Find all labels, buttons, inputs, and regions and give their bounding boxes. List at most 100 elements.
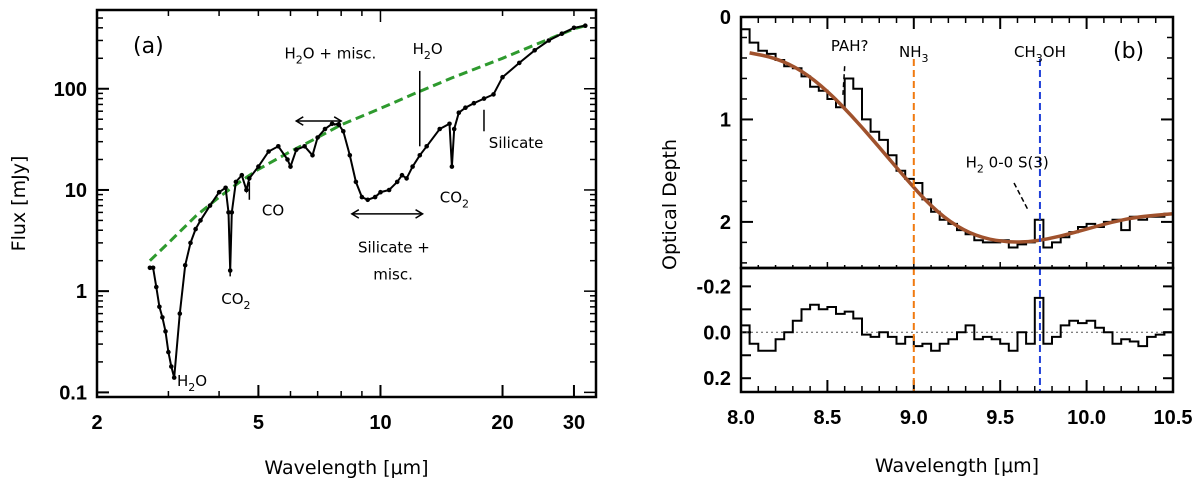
- panel-a-spectrum-point: [285, 157, 290, 162]
- panel-a-continuum-line: [148, 24, 586, 262]
- panel-a-axes-frame: [95, 8, 598, 399]
- panel-b-plot-area: 8.0 8.5 9.0 9.5 10.0 10.5 0 1 2 -0.2 0.0 0.2 NH3 CH3O…: [697, 7, 1193, 429]
- panel-a-annotation: misc.: [373, 266, 413, 284]
- panel-b-annotation-pointer: [1013, 182, 1029, 210]
- panel-a-arrowhead: [333, 116, 343, 126]
- panel-a-spectrum-point: [481, 96, 487, 101]
- panel-b-x-axis-title: Wavelength [μm]: [875, 455, 1039, 477]
- panel-a-spectrum-point: [256, 164, 261, 169]
- panel-a-spectrum-point: [188, 240, 193, 246]
- panel-a-spectrum-point: [216, 189, 222, 195]
- panel-b-bottom-y-tick-label: 0.0: [703, 322, 731, 344]
- panel-a-y-tick-label: 0.1: [59, 382, 87, 404]
- panel-a-spectrum-point: [207, 203, 213, 208]
- panel-a-spectrum-point: [517, 60, 522, 66]
- panel-a-x-tick-label: 20: [491, 412, 513, 434]
- panel-a-annotation: Silicate +: [358, 239, 430, 257]
- panel-a-arrowhead: [415, 209, 425, 219]
- panel-b-label: (b): [1113, 39, 1144, 64]
- panel-a-spectrum-point: [198, 218, 203, 223]
- panel-a-x-tick-label: 30: [563, 412, 585, 434]
- panel-a-label: (a): [133, 34, 164, 59]
- panel-a-annotation: Silicate: [489, 134, 544, 152]
- panel-a-chart: Flux [mJy] Wavelength [μm] (a) 2 5 10 20 30 0…: [8, 8, 598, 479]
- panel-a-spectrum-point: [233, 179, 239, 185]
- panel-a-spectrum-point: [424, 144, 430, 149]
- panel-a-spectrum-point: [154, 284, 159, 290]
- panel-a-x-tick-label: 5: [253, 412, 264, 434]
- panel-a-plot-area: 2 5 10 20 30 0.1 1 10 100 H2O CO2 CO H2O + misc. H2O C…: [54, 10, 596, 434]
- panel-a-spectrum-point: [404, 176, 409, 181]
- panel-b-bottom-y-tick-label: 0.2: [703, 368, 731, 390]
- panel-a-spectrum-point: [315, 135, 320, 140]
- panel-a-spectrum-point: [437, 126, 443, 132]
- panel-b-x-tick-label: 9.5: [986, 407, 1014, 429]
- panel-a-spectrum-point: [227, 268, 233, 273]
- panel-b-top-y-tick-label: 1: [720, 109, 731, 131]
- panel-b-chart: Optical Depth Wavelength [μm] (b) 8.0 8.5…: [659, 7, 1192, 477]
- panel-a-spectrum-point: [160, 315, 165, 320]
- panel-a-spectrum-point: [147, 265, 153, 271]
- panel-a-annotation: CO2: [440, 189, 469, 211]
- panel-a-spectrum-point: [347, 153, 353, 158]
- panel-a-y-tick-label: 1: [76, 281, 87, 303]
- panel-a-y-tick-label: 10: [65, 180, 87, 202]
- panel-a-spectrum-point: [276, 144, 281, 149]
- panel-a-spectrum-point: [451, 126, 457, 132]
- panel-a-spectrum-point: [410, 164, 415, 169]
- panel-b-bottom-y-tick-label: -0.2: [697, 276, 731, 298]
- panel-b-x-tick-label: 10.0: [1067, 407, 1106, 429]
- panel-a-spectrum-point: [500, 74, 505, 80]
- panel-a-spectrum-point: [310, 153, 315, 158]
- panel-a-spectrum-point: [223, 185, 228, 191]
- panel-a-spectrum-point: [329, 121, 335, 127]
- panel-a-spectrum-point: [532, 48, 537, 53]
- panel-a-spectrum-point: [559, 31, 565, 36]
- panel-a-spectrum-point: [583, 23, 588, 29]
- panel-a-spectrum-point: [546, 38, 552, 43]
- panel-a-spectrum-point: [157, 304, 162, 310]
- panel-a-spectrum-point: [266, 149, 271, 154]
- panel-a-arrowhead: [294, 116, 304, 126]
- panel-a-spectrum-point: [226, 210, 231, 215]
- panel-a-spectrum-point: [166, 349, 171, 355]
- panel-a-annotation: H2O: [177, 372, 207, 394]
- panel-a-spectrum-point: [449, 164, 455, 169]
- panel-b-annotation: PAH?: [831, 37, 869, 55]
- panel-a-spectrum-point: [447, 121, 452, 127]
- panel-b-y-axis-title: Optical Depth: [659, 139, 681, 270]
- panel-b-annotation-pointer: [842, 66, 846, 95]
- panel-a-y-tick-label: 100: [54, 79, 87, 101]
- panel-b-x-tick-label: 8.0: [727, 407, 755, 429]
- panel-a-spectrum-point: [394, 179, 400, 185]
- panel-a-spectrum-point: [229, 210, 235, 215]
- panel-b-x-tick-label: 9.0: [900, 407, 928, 429]
- panel-b-residual-steps: [741, 296, 1173, 352]
- panel-a-spectrum-point: [378, 189, 383, 195]
- panel-b-top-y-tick-label: 2: [720, 212, 731, 234]
- panel-a-spectrum-point: [399, 172, 405, 178]
- panel-a-spectrum-point: [193, 226, 198, 232]
- panel-a-spectrum-point: [239, 172, 245, 178]
- panel-b-top-y-tick-label: 0: [720, 7, 731, 29]
- panel-a-spectrum-point: [417, 153, 423, 158]
- panel-b-x-tick-label: 8.5: [813, 407, 841, 429]
- panel-b-fit-curve: [749, 51, 1174, 244]
- panel-a-spectrum-point: [163, 329, 168, 334]
- panel-b-marker-label: NH3: [899, 43, 929, 65]
- panel-a-spectrum-point: [244, 187, 249, 193]
- panel-a-arrowhead: [350, 209, 360, 219]
- panel-a-spectrum-point: [463, 105, 468, 110]
- panel-b-bottom-axes-frame: [739, 266, 1175, 394]
- panel-b-marker-label: CH3OH: [1014, 43, 1066, 65]
- panel-a-spectrum-point: [341, 129, 346, 134]
- panel-a-spectrum-point: [471, 100, 477, 106]
- panel-a-spectrum-point: [491, 92, 496, 97]
- panel-a-annotation: H2O + misc.: [285, 44, 377, 66]
- panel-b-optical-depth-steps: [741, 28, 1173, 249]
- panel-a-spectrum-point: [322, 126, 328, 132]
- panel-a-x-axis-title: Wavelength [μm]: [264, 457, 428, 479]
- panel-a-spectrum-point: [359, 194, 365, 200]
- panel-a-spectrum-point: [353, 179, 359, 185]
